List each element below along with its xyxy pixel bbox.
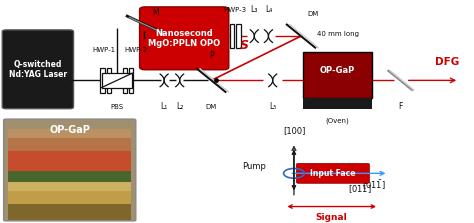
Text: L₁: L₁ — [161, 102, 168, 111]
Text: 40 mm long: 40 mm long — [317, 31, 359, 37]
Text: (Oven): (Oven) — [326, 118, 349, 124]
Text: HWP-3: HWP-3 — [223, 7, 246, 13]
Text: PBS: PBS — [110, 104, 124, 110]
Text: DM: DM — [206, 104, 217, 110]
FancyBboxPatch shape — [296, 163, 369, 183]
Bar — [101, 73, 132, 88]
Bar — [100, 68, 105, 93]
FancyBboxPatch shape — [4, 119, 136, 221]
Text: L₅: L₅ — [269, 102, 276, 111]
Bar — [230, 24, 235, 48]
Bar — [9, 171, 131, 182]
Text: DFG: DFG — [435, 57, 459, 67]
Bar — [9, 151, 131, 171]
Bar — [237, 24, 241, 48]
Text: DM: DM — [307, 11, 319, 17]
Text: P: P — [209, 51, 214, 60]
Text: [100]: [100] — [283, 126, 305, 136]
Text: Q-switched
Nd:YAG Laser: Q-switched Nd:YAG Laser — [9, 60, 67, 79]
Bar — [303, 98, 372, 109]
Bar — [107, 68, 111, 93]
Bar — [129, 68, 134, 93]
Bar — [9, 204, 131, 220]
FancyBboxPatch shape — [139, 7, 229, 70]
Bar — [303, 52, 372, 98]
Bar — [9, 182, 131, 191]
Text: OP-GaP: OP-GaP — [49, 126, 90, 136]
Text: [01$\bar{1}$]: [01$\bar{1}$] — [362, 178, 386, 192]
Text: F: F — [398, 102, 402, 111]
Text: L₂: L₂ — [176, 102, 183, 111]
FancyBboxPatch shape — [2, 30, 73, 109]
Text: L₃: L₃ — [251, 5, 258, 14]
Bar — [9, 138, 131, 151]
Text: Signal: Signal — [316, 213, 347, 222]
Bar — [9, 129, 131, 138]
Text: M: M — [152, 8, 159, 17]
Bar — [123, 68, 128, 93]
Text: L₄: L₄ — [265, 5, 272, 14]
Text: S: S — [240, 39, 249, 52]
Text: Input Face: Input Face — [310, 169, 356, 178]
Text: HWP-1: HWP-1 — [92, 47, 115, 53]
Text: Pump: Pump — [242, 162, 265, 171]
Text: [01$\bar{1}$]: [01$\bar{1}$] — [348, 183, 372, 196]
Text: HWP-2: HWP-2 — [125, 47, 148, 53]
Text: OP-GaP: OP-GaP — [320, 66, 355, 75]
Bar — [9, 191, 131, 204]
Text: Nanosecond
MgO:PPLN OPO: Nanosecond MgO:PPLN OPO — [148, 29, 220, 48]
